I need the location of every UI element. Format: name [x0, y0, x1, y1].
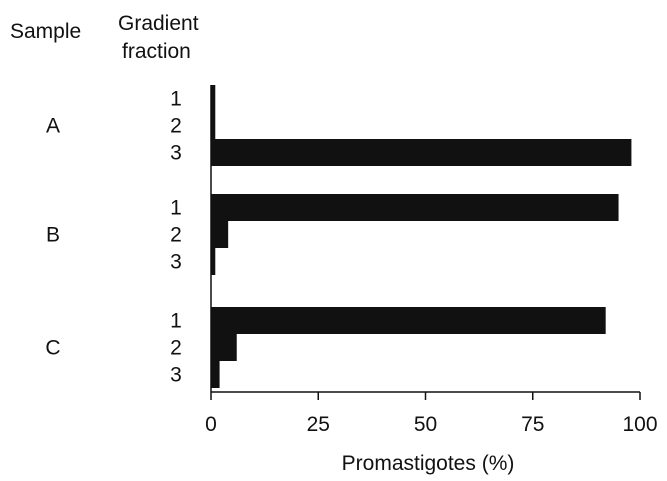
bar-a-1: [211, 85, 216, 112]
sample-label-b: B: [46, 224, 60, 247]
x-tick-label-25: 25: [307, 413, 330, 436]
bar-c-2: [211, 334, 237, 361]
bar-c-3: [211, 361, 220, 388]
y-labels-layer: A 1 2 3 B 1 2 3 C 1 2 3: [45, 88, 181, 387]
fraction-header-line1: Gradient: [118, 12, 199, 35]
fraction-label-a-1: 1: [170, 88, 182, 111]
bar-c-1: [211, 307, 606, 334]
bar-a-3: [211, 139, 632, 166]
fraction-label-b-2: 2: [170, 224, 182, 247]
bar-a-2: [211, 112, 216, 139]
sample-header: Sample: [10, 20, 81, 43]
fraction-label-c-1: 1: [170, 310, 182, 333]
sample-label-c: C: [45, 337, 60, 360]
fraction-label-a-3: 3: [170, 142, 182, 165]
fraction-label-c-3: 3: [170, 364, 182, 387]
bars-layer: [211, 85, 632, 388]
fraction-label-b-3: 3: [170, 251, 182, 274]
bar-b-1: [211, 194, 619, 221]
bar-b-3: [211, 248, 216, 275]
x-tick-label-100: 100: [622, 413, 657, 436]
bar-b-2: [211, 221, 229, 248]
x-axis: 0 25 50 75 100: [205, 391, 658, 436]
x-tick-label-50: 50: [414, 413, 437, 436]
fraction-label-c-2: 2: [170, 337, 182, 360]
sample-label-a: A: [46, 115, 60, 138]
x-axis-title: Promastigotes (%): [342, 452, 515, 475]
x-tick-label-0: 0: [205, 413, 217, 436]
fraction-header-line2: fraction: [122, 40, 191, 63]
fraction-label-b-1: 1: [170, 197, 182, 220]
x-tick-label-75: 75: [521, 413, 544, 436]
fraction-label-a-2: 2: [170, 115, 182, 138]
